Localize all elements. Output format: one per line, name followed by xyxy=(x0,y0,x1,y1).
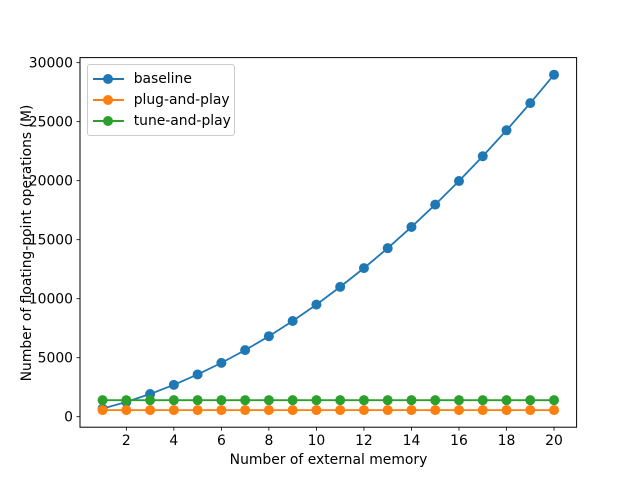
data-point-baseline xyxy=(477,151,488,162)
data-point-plug-and-play xyxy=(287,405,298,416)
data-point-baseline xyxy=(168,379,179,390)
data-point-plug-and-play xyxy=(240,405,251,416)
data-point-tune-and-play xyxy=(406,395,417,406)
plot-border xyxy=(79,57,578,428)
legend-marker-baseline xyxy=(92,73,124,85)
y-tick-label: 25000 xyxy=(29,114,73,130)
data-point-baseline xyxy=(525,98,536,109)
y-tick-label: 0 xyxy=(64,409,73,425)
data-point-tune-and-play xyxy=(311,395,322,406)
data-point-baseline xyxy=(287,315,298,326)
data-point-plug-and-play xyxy=(192,405,203,416)
data-point-baseline xyxy=(549,69,560,80)
data-point-tune-and-play xyxy=(525,395,536,406)
data-point-tune-and-play xyxy=(549,395,560,406)
legend-label: baseline xyxy=(133,70,192,87)
data-point-tune-and-play xyxy=(358,395,369,406)
x-tick-label: 12 xyxy=(355,433,373,449)
data-point-baseline xyxy=(430,199,441,210)
x-tick-label: 2 xyxy=(122,433,131,449)
y-tick-label: 10000 xyxy=(29,291,73,307)
data-point-tune-and-play xyxy=(145,395,156,406)
y-tick-label: 30000 xyxy=(29,55,73,71)
data-point-plug-and-play xyxy=(549,405,560,416)
data-point-plug-and-play xyxy=(382,405,393,416)
y-tick-label: 5000 xyxy=(38,350,73,366)
data-point-plug-and-play xyxy=(263,405,274,416)
data-point-tune-and-play xyxy=(216,395,227,406)
data-point-baseline xyxy=(263,331,274,342)
legend: baseline plug-and-play tune-and-play xyxy=(86,64,235,137)
y-tick-label: 20000 xyxy=(29,173,73,189)
legend-label: plug-and-play xyxy=(133,92,230,109)
x-tick-label: 4 xyxy=(169,433,178,449)
data-point-tune-and-play xyxy=(335,395,346,406)
x-tick-label: 20 xyxy=(545,433,563,449)
x-tick-label: 8 xyxy=(264,433,273,449)
data-point-plug-and-play xyxy=(145,405,156,416)
data-point-plug-and-play xyxy=(358,405,369,416)
data-point-tune-and-play xyxy=(192,395,203,406)
data-point-tune-and-play xyxy=(501,395,512,406)
data-point-tune-and-play xyxy=(168,395,179,406)
legend-entry-tune-and-play: tune-and-play xyxy=(88,111,234,132)
data-point-baseline xyxy=(406,221,417,232)
data-point-tune-and-play xyxy=(121,395,132,406)
data-point-plug-and-play xyxy=(168,405,179,416)
data-point-plug-and-play xyxy=(453,405,464,416)
data-point-baseline xyxy=(311,299,322,310)
x-axis-label: Number of external memory xyxy=(229,452,428,468)
data-point-tune-and-play xyxy=(240,395,251,406)
data-point-baseline xyxy=(192,369,203,380)
data-point-baseline xyxy=(501,125,512,136)
x-tick-label: 16 xyxy=(450,433,468,449)
data-point-tune-and-play xyxy=(453,395,464,406)
legend-label: tune-and-play xyxy=(133,113,231,130)
data-point-plug-and-play xyxy=(216,405,227,416)
x-tick-label: 18 xyxy=(498,433,516,449)
x-tick-label: 10 xyxy=(308,433,326,449)
data-point-tune-and-play xyxy=(97,395,108,406)
legend-dot-sample xyxy=(103,116,114,127)
data-point-plug-and-play xyxy=(311,405,322,416)
data-point-plug-and-play xyxy=(335,405,346,416)
data-point-plug-and-play xyxy=(406,405,417,416)
data-point-baseline xyxy=(382,243,393,254)
legend-marker-tune-and-play xyxy=(92,115,124,127)
data-point-tune-and-play xyxy=(287,395,298,406)
data-point-plug-and-play xyxy=(121,405,132,416)
legend-entry-baseline: baseline xyxy=(88,68,234,89)
data-point-plug-and-play xyxy=(501,405,512,416)
y-axis-label: Number of floating-point operations (M) xyxy=(19,104,35,382)
x-tick-label: 6 xyxy=(217,433,226,449)
data-point-baseline xyxy=(216,357,227,368)
y-tick-label: 15000 xyxy=(29,232,73,248)
legend-marker-plug-and-play xyxy=(92,94,124,106)
x-tick-label: 14 xyxy=(403,433,421,449)
data-point-baseline xyxy=(240,345,251,356)
data-point-plug-and-play xyxy=(477,405,488,416)
data-point-tune-and-play xyxy=(263,395,274,406)
legend-dot-sample xyxy=(103,73,114,84)
data-point-plug-and-play xyxy=(430,405,441,416)
data-point-tune-and-play xyxy=(382,395,393,406)
data-point-tune-and-play xyxy=(477,395,488,406)
data-point-baseline xyxy=(453,176,464,187)
data-point-baseline xyxy=(358,263,369,274)
data-point-plug-and-play xyxy=(97,405,108,416)
data-point-plug-and-play xyxy=(525,405,536,416)
legend-entry-plug-and-play: plug-and-play xyxy=(88,89,234,110)
data-point-tune-and-play xyxy=(430,395,441,406)
data-point-baseline xyxy=(335,281,346,292)
legend-dot-sample xyxy=(103,95,114,106)
